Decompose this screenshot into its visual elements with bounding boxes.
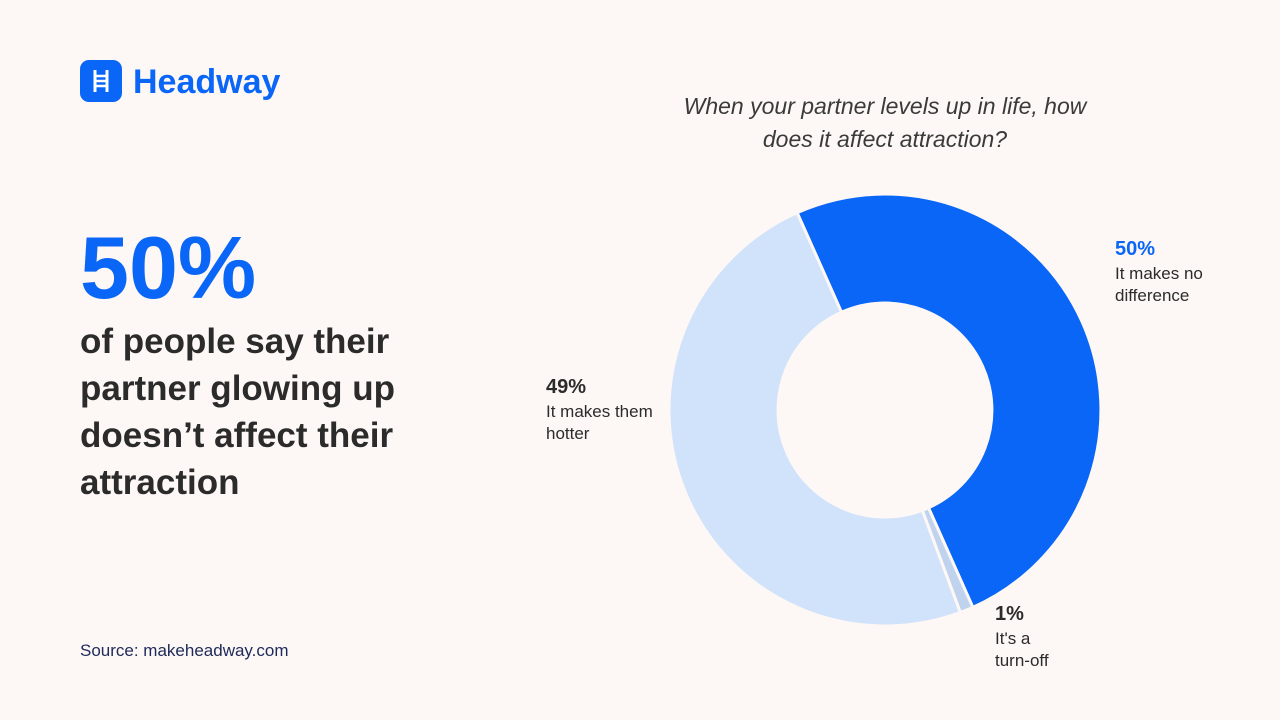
donut-slice xyxy=(795,192,1103,609)
category-label: It makes no difference xyxy=(1115,264,1203,305)
brand: Headway xyxy=(133,63,281,101)
category-label: It makes them hotter xyxy=(546,402,653,443)
ladder-icon xyxy=(93,70,109,92)
donut-slice xyxy=(667,211,962,628)
value-label: 50% xyxy=(1115,238,1155,260)
category-label: It's a turn-off xyxy=(995,629,1049,670)
value-label: 1% xyxy=(995,603,1024,625)
logo-icon xyxy=(80,60,122,102)
highlight-figure: 50% xyxy=(80,218,257,317)
highlight-text: of people say their partner glowing up d… xyxy=(80,322,395,502)
value-label: 49% xyxy=(546,376,586,398)
source: Source: makeheadway.com xyxy=(80,641,289,660)
chart-title: When your partner levels up in life, how… xyxy=(683,93,1087,152)
